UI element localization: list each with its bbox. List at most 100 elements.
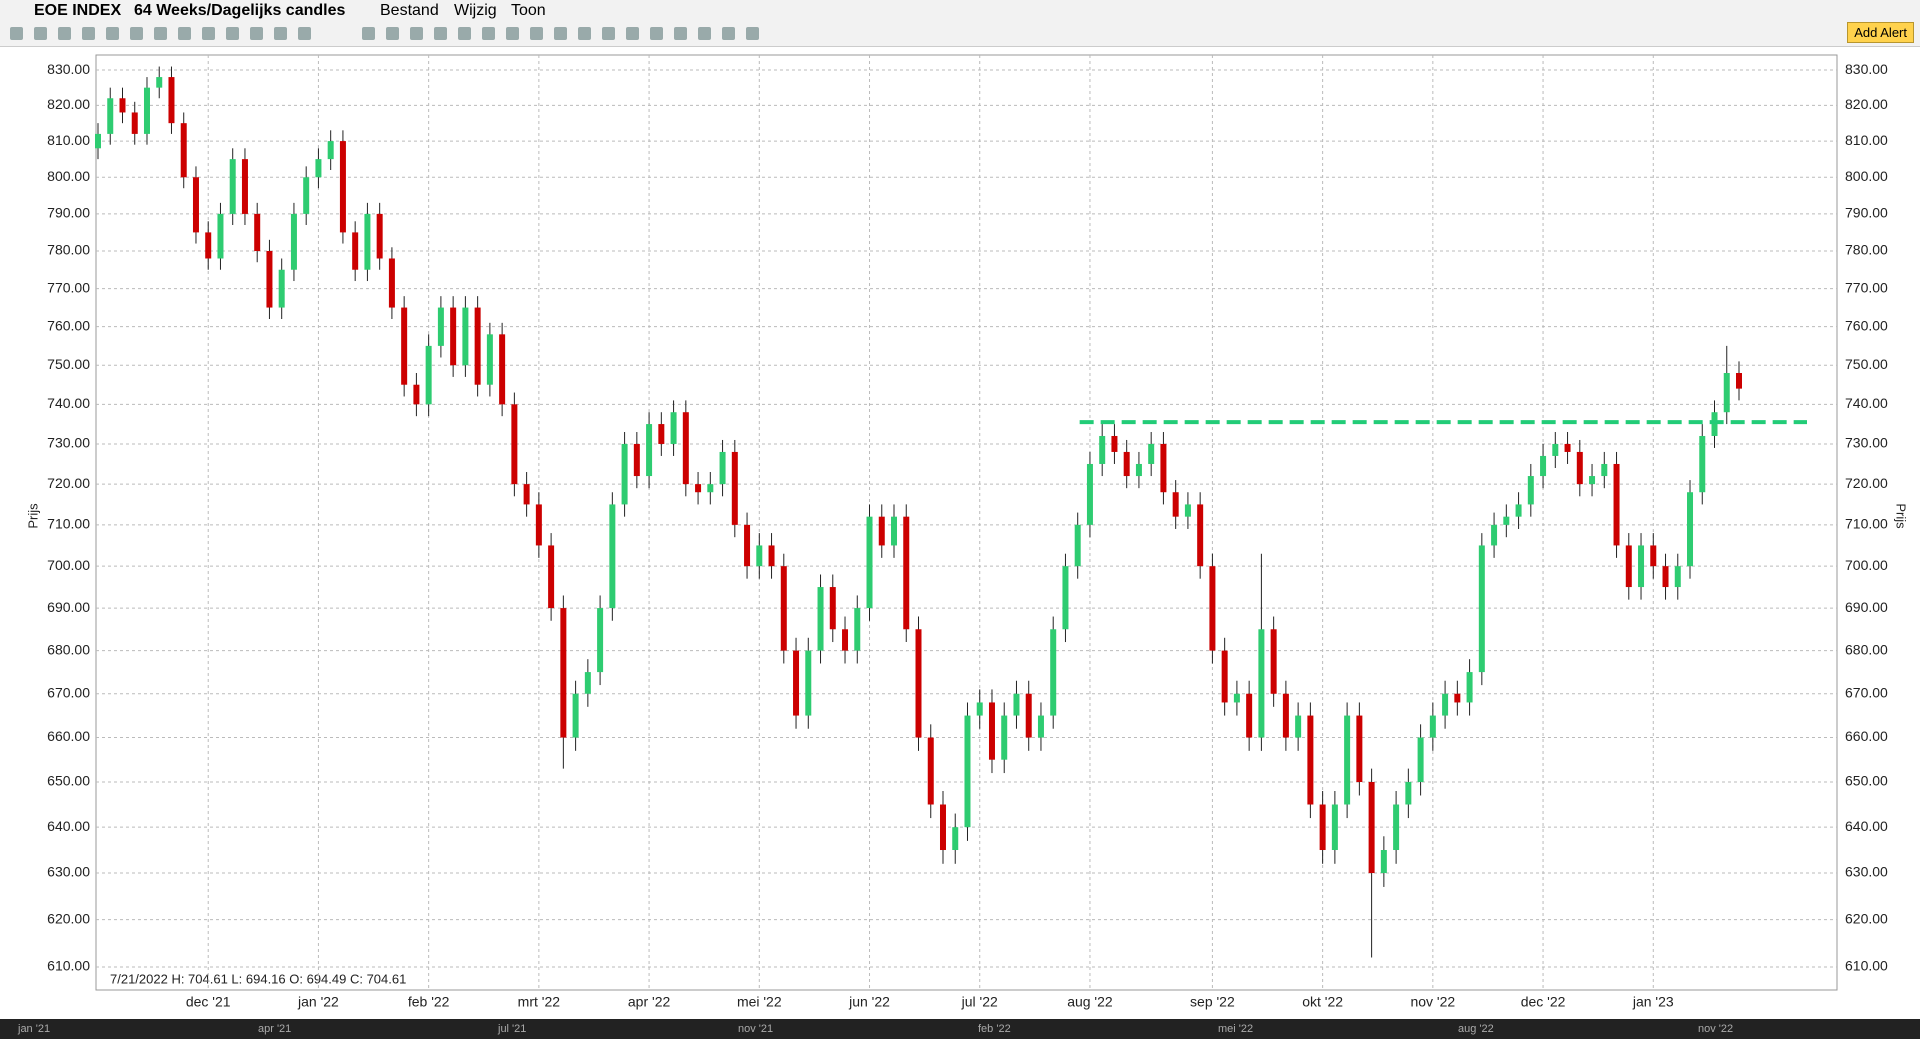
candle-body [927, 737, 934, 805]
candle-body [1589, 476, 1596, 485]
x-tick-label: nov '22 [1410, 994, 1455, 1010]
candle-body [229, 159, 236, 214]
tool-icon[interactable] [202, 27, 215, 40]
y-tick-label: 680.00 [47, 641, 90, 657]
navigator-label: nov '22 [1698, 1023, 1733, 1035]
tool-icon[interactable] [482, 27, 495, 40]
tool-icon[interactable] [106, 27, 119, 40]
y-tick-label: 690.00 [1845, 599, 1888, 615]
info-line: 7/21/2022 H: 704.61 L: 694.16 O: 694.49 … [110, 971, 406, 986]
candle-body [388, 258, 395, 308]
y-tick-label: 640.00 [1845, 818, 1888, 834]
candle-body [1246, 693, 1253, 738]
candle-body [1625, 545, 1632, 588]
navigator-label: nov '21 [738, 1023, 773, 1035]
add-alert-button[interactable]: Add Alert [1847, 22, 1914, 43]
candle-body [584, 672, 591, 694]
tool-icon[interactable] [674, 27, 687, 40]
candle-body [609, 504, 616, 609]
candle-body [303, 177, 310, 214]
navigator-label: aug '22 [1458, 1023, 1494, 1035]
menu[interactable]: Bestand [380, 2, 439, 19]
candle-body [131, 112, 138, 134]
tool-icon[interactable] [58, 27, 71, 40]
tool-icon[interactable] [178, 27, 191, 40]
navigator [0, 1019, 1920, 1039]
period[interactable]: 64 Weeks/Dagelijks candles [134, 2, 346, 19]
tool-icon[interactable] [362, 27, 375, 40]
y-tick-label: 670.00 [1845, 684, 1888, 700]
y-tick-label: 790.00 [47, 205, 90, 221]
candle-body [425, 345, 432, 405]
menu[interactable]: Toon [511, 2, 546, 19]
y-tick-label: 730.00 [1845, 435, 1888, 451]
y-tick-label: 620.00 [1845, 910, 1888, 926]
candle-body [1258, 629, 1265, 738]
candle-body [1099, 435, 1106, 464]
x-tick-label: jun '22 [848, 994, 890, 1010]
tool-icon[interactable] [10, 27, 23, 40]
candle-body [1270, 629, 1277, 694]
symbol[interactable]: EOE INDEX [34, 2, 122, 19]
tool-icon[interactable] [746, 27, 759, 40]
tool-icon[interactable] [530, 27, 543, 40]
candle-body [1662, 566, 1669, 588]
y-tick-label: 700.00 [47, 557, 90, 573]
plot-frame [95, 54, 1838, 991]
y-tick-label: 820.00 [47, 96, 90, 112]
candle-body [768, 545, 775, 567]
candle-body [1736, 373, 1742, 389]
y-axis-label: Prijs [25, 503, 40, 529]
tool-icon[interactable] [458, 27, 471, 40]
y-tick-label: 670.00 [47, 684, 90, 700]
candle-body [1209, 566, 1216, 651]
candle-body [1674, 566, 1681, 588]
tool-icon[interactable] [386, 27, 399, 40]
candle-body [1527, 476, 1534, 505]
candle-body [437, 307, 444, 346]
candle-body [1123, 451, 1130, 477]
y-tick-label: 770.00 [1845, 279, 1888, 295]
tool-icon[interactable] [602, 27, 615, 40]
y-tick-label: 630.00 [1845, 864, 1888, 880]
tool-icon[interactable] [298, 27, 311, 40]
candle-body [327, 141, 334, 160]
y-tick-label: 730.00 [47, 435, 90, 451]
y-tick-label: 610.00 [1845, 958, 1888, 974]
candle-body [1576, 451, 1583, 485]
candle-body [535, 504, 542, 546]
tool-icon[interactable] [410, 27, 423, 40]
tool-icon[interactable] [434, 27, 447, 40]
tool-icon[interactable] [722, 27, 735, 40]
tool-icon[interactable] [554, 27, 567, 40]
tool-icon[interactable] [226, 27, 239, 40]
x-tick-label: feb '22 [408, 994, 450, 1010]
candle-body [1111, 435, 1118, 452]
tool-icon[interactable] [274, 27, 287, 40]
candle-body [952, 827, 959, 851]
tool-icon[interactable] [154, 27, 167, 40]
tool-icon[interactable] [34, 27, 47, 40]
candle-body [1025, 693, 1032, 738]
tool-icon[interactable] [130, 27, 143, 40]
tool-icon[interactable] [698, 27, 711, 40]
x-tick-label: sep '22 [1190, 994, 1235, 1010]
candle-body [192, 177, 199, 233]
tool-icon[interactable] [578, 27, 591, 40]
y-tick-label: 780.00 [1845, 242, 1888, 258]
menu[interactable]: Wijzig [454, 2, 497, 19]
candle-body [95, 133, 101, 149]
tool-icon[interactable] [650, 27, 663, 40]
candle-body [682, 412, 689, 485]
tool-icon[interactable] [82, 27, 95, 40]
candle-body [670, 412, 677, 444]
tool-icon[interactable] [626, 27, 639, 40]
candle-body [486, 334, 493, 385]
tool-icon[interactable] [506, 27, 519, 40]
candle-body [217, 213, 224, 259]
tool-icon[interactable] [250, 27, 263, 40]
candle-body [1172, 492, 1179, 517]
candle-body [278, 269, 285, 308]
navigator-label: jan '21 [17, 1023, 50, 1035]
candle-body [915, 629, 922, 738]
